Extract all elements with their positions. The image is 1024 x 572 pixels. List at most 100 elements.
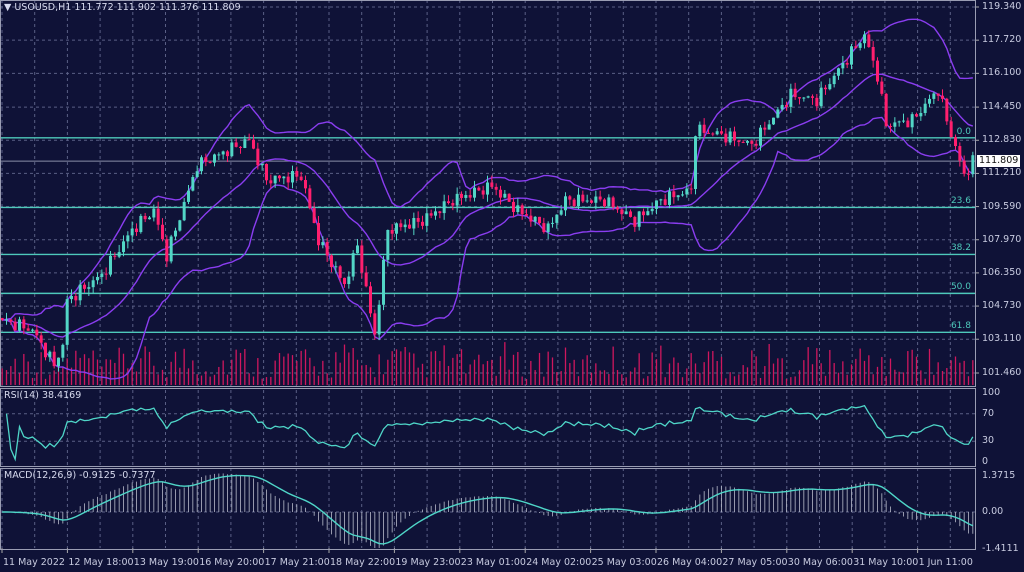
volume-bars: [1, 342, 974, 385]
price-axis-label: 106.350: [982, 266, 1022, 278]
candle-body: [559, 210, 563, 215]
candle-body: [915, 114, 918, 117]
candle-body: [304, 179, 307, 189]
candle-body: [416, 218, 420, 222]
candle-body: [659, 199, 663, 201]
price-axis-label: 107.970: [982, 233, 1022, 245]
candle-body: [169, 236, 173, 262]
candle-body: [373, 313, 377, 335]
candle-body: [850, 46, 853, 65]
price-axis-label: 114.450: [982, 101, 1022, 113]
candle-body: [234, 142, 238, 147]
candle-body: [841, 62, 845, 69]
candle-body: [87, 287, 91, 289]
candle-body: [200, 157, 203, 172]
candle-body: [325, 242, 329, 256]
candle-body: [802, 97, 806, 99]
price-axis-label: 101.460: [982, 367, 1022, 378]
candle-body: [451, 202, 455, 206]
candle-body: [741, 141, 745, 143]
candle-body: [9, 319, 13, 322]
candle-body: [208, 161, 212, 163]
candle-body: [100, 273, 104, 277]
candle-body: [148, 217, 151, 220]
close-value: 111.809: [201, 2, 241, 13]
candle-body: [247, 139, 251, 141]
candle-body: [503, 193, 507, 198]
candle-body: [109, 255, 112, 275]
candle-body: [31, 329, 34, 331]
candle-body: [711, 133, 715, 135]
candle-body: [811, 96, 814, 98]
candle-body: [941, 95, 944, 99]
fibonacci-retracement[interactable]: [0, 137, 975, 333]
candle-body: [707, 132, 710, 134]
candle-body: [412, 218, 416, 229]
time-axis-label: 19 May 23:00: [395, 557, 461, 568]
candle-body: [65, 299, 69, 345]
rsi-line: [5, 404, 974, 462]
panel-frame: [0, 468, 976, 550]
candle-body: [884, 93, 888, 127]
candle-body: [871, 46, 875, 61]
candle-body: [195, 171, 199, 178]
candle-body: [364, 272, 368, 287]
candle-body: [269, 180, 273, 184]
time-axis-label: 1 Jun 11:00: [918, 557, 973, 568]
candle-body: [117, 252, 121, 257]
candle-body: [165, 239, 169, 262]
candle-body: [694, 136, 697, 189]
candle-body: [178, 220, 182, 231]
candle-body: [91, 280, 95, 288]
candle-body: [499, 189, 502, 198]
candle-body: [356, 245, 359, 254]
candle-body: [598, 196, 602, 200]
candle-body: [5, 319, 8, 321]
candle-body: [772, 117, 775, 125]
candle-body: [728, 131, 732, 143]
candle-body: [260, 163, 264, 166]
candle-body: [858, 43, 862, 48]
candle-body: [655, 200, 658, 209]
candle-body: [161, 224, 164, 240]
candle-body: [217, 154, 221, 156]
candle-body: [854, 46, 858, 48]
fib-level-label: 50.0: [950, 282, 971, 293]
triangle-down-icon[interactable]: ▼: [4, 2, 12, 13]
candle-body: [477, 187, 481, 191]
candle-body: [460, 193, 463, 198]
candle-body: [945, 98, 949, 122]
panel-borders: [0, 0, 976, 550]
candle-body: [785, 104, 788, 107]
chart-header: ▼ USOUSD,H1 111.772 111.902 111.376 111.…: [4, 2, 241, 13]
open-value: 111.772: [74, 2, 114, 13]
candle-body: [525, 214, 528, 216]
candle-body: [321, 242, 325, 246]
candle-body: [750, 141, 754, 144]
candle-body: [286, 176, 290, 183]
candle-body: [334, 266, 338, 268]
macd-axis-label: 1.3715: [982, 469, 1016, 481]
candle-body: [910, 114, 914, 128]
candle-body: [434, 211, 437, 216]
candle-body: [455, 193, 459, 206]
candle-body: [520, 205, 524, 215]
candle-body: [139, 215, 143, 233]
candle-body: [737, 140, 741, 142]
candle-body: [442, 201, 446, 214]
candle-body: [642, 211, 645, 216]
candle-body: [104, 273, 108, 275]
candle-body: [759, 127, 762, 146]
candle-body: [343, 277, 346, 285]
candle-body: [529, 215, 533, 222]
candle-body: [702, 124, 706, 133]
candle-body: [152, 208, 156, 218]
candle-body: [421, 221, 424, 226]
candle-body: [48, 351, 52, 358]
candle-body: [633, 216, 637, 227]
time-axis-label: 16 May 20:00: [199, 557, 265, 568]
time-axis-label: 18 May 22:00: [330, 557, 396, 568]
candle-body: [13, 321, 17, 331]
candle-body: [555, 214, 559, 223]
